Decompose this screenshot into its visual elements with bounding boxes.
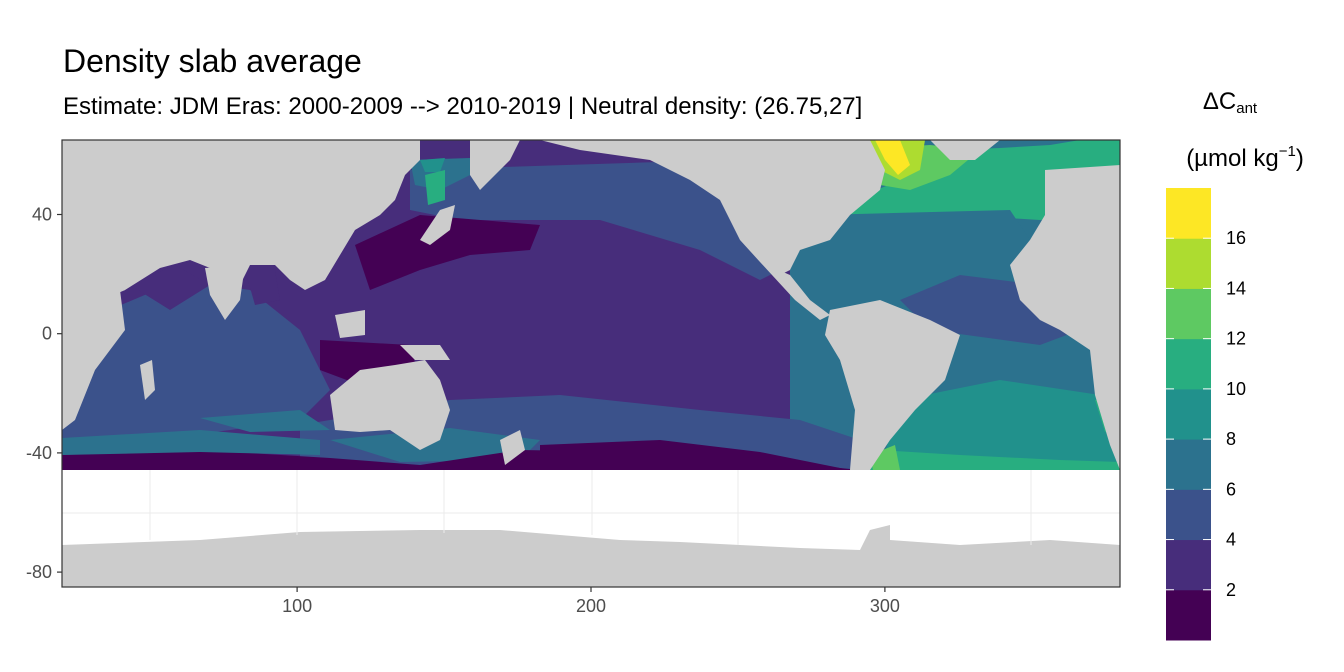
legend-colorbar: 2 4 6 8 10 12 14 16 xyxy=(1166,188,1246,641)
arabian-sea xyxy=(130,265,210,310)
legend-label: 2 xyxy=(1226,580,1236,600)
land-antarctica xyxy=(62,525,1120,587)
legend-unit-main: (µmol kg xyxy=(1186,145,1279,172)
south-atlantic-band xyxy=(880,380,1120,470)
legend-label: 10 xyxy=(1226,379,1246,399)
legend-swatch xyxy=(1166,489,1211,541)
land-newguinea xyxy=(400,345,450,360)
land-central-america xyxy=(760,262,830,320)
legend-swatch xyxy=(1166,439,1211,490)
land-arabia xyxy=(62,260,130,305)
legend-label: 14 xyxy=(1226,278,1246,298)
indian-ocean-band xyxy=(62,280,330,440)
bay-of-bengal xyxy=(245,270,280,305)
legend-unit-sup: −1 xyxy=(1278,143,1296,160)
chart-subtitle: Estimate: JDM Eras: 2000-2009 --> 2010-2… xyxy=(63,93,863,120)
land-nz xyxy=(500,430,525,465)
y-tick-label: 40 xyxy=(32,205,52,225)
land-borneo xyxy=(335,310,365,338)
map-layer xyxy=(62,140,1120,587)
land-kamchatka xyxy=(470,140,520,190)
legend-swatch xyxy=(1166,188,1211,239)
chart-title: Density slab average xyxy=(63,43,362,79)
grid-lines xyxy=(62,470,1120,545)
legend-swatch xyxy=(1166,338,1211,390)
x-tick-label: 300 xyxy=(870,596,900,616)
land-north-america xyxy=(540,140,885,275)
north-pacific-core xyxy=(355,215,540,290)
legend-swatch xyxy=(1166,288,1211,340)
atlantic-subtropical xyxy=(800,210,1030,275)
legend-title: ΔCant xyxy=(1175,88,1285,123)
legend-swatch xyxy=(1166,539,1211,591)
land-madagascar xyxy=(140,360,155,400)
bering-patch xyxy=(420,158,445,172)
y-tick-label: 0 xyxy=(42,324,52,344)
legend-title-main: ΔC xyxy=(1202,88,1237,115)
land-south-america xyxy=(825,300,960,495)
legend-title-sub: ant xyxy=(1236,100,1258,117)
y-tick-label: -80 xyxy=(26,562,52,582)
legend-unit: (µmol kg−1) xyxy=(1160,138,1330,173)
land-greenland xyxy=(930,140,1000,160)
land-africa-west xyxy=(1010,165,1120,470)
land-eurasia-africa xyxy=(62,140,420,300)
indian-southern-band-2 xyxy=(200,410,330,432)
land-africa-east xyxy=(62,290,125,430)
legend-unit-close: ) xyxy=(1295,145,1304,172)
x-tick-label: 200 xyxy=(576,596,606,616)
legend-label: 16 xyxy=(1226,228,1246,248)
legend-label: 8 xyxy=(1226,429,1236,449)
land-japan xyxy=(420,205,455,245)
japan-sea xyxy=(425,170,445,205)
legend-swatch xyxy=(1166,238,1211,289)
legend-label: 6 xyxy=(1226,479,1236,499)
legend-swatch xyxy=(1166,388,1211,440)
y-tick-label: -40 xyxy=(26,443,52,463)
legend-swatch xyxy=(1166,589,1211,641)
land-australia xyxy=(330,360,450,450)
north-pacific-band xyxy=(410,160,790,280)
legend-label: 12 xyxy=(1226,329,1246,349)
labrador-18 xyxy=(875,140,910,175)
legend-label: 4 xyxy=(1226,530,1236,550)
tasman-band xyxy=(330,428,540,462)
x-tick-label: 100 xyxy=(282,596,312,616)
south-atlantic-south xyxy=(870,450,1120,470)
indian-southern-band xyxy=(62,430,320,455)
land-india xyxy=(205,265,245,320)
